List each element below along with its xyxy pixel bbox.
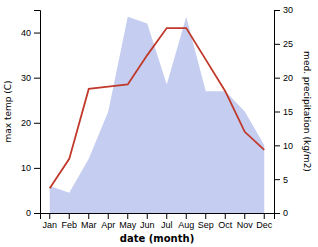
tick-mark <box>34 78 40 79</box>
tick: 10 <box>21 163 40 173</box>
tick: Sep <box>198 213 214 230</box>
tick: Apr <box>101 213 115 230</box>
tick: Feb <box>61 213 77 230</box>
tick: 30 <box>21 73 40 83</box>
tick-mark <box>34 123 40 124</box>
tick-mark <box>166 213 167 219</box>
tick-mark <box>274 10 280 11</box>
tick-label: 10 <box>21 163 31 173</box>
tick-label: 10 <box>283 141 293 151</box>
tick-mark <box>88 213 89 219</box>
x-axis-title: date (month) <box>120 233 194 244</box>
axis-line <box>41 214 275 220</box>
tick-mark <box>274 78 280 79</box>
tick: Oct <box>218 213 233 230</box>
axis-line <box>275 11 281 214</box>
tick: May <box>119 213 137 230</box>
y-axis: 0 10 20 30 40 <box>21 11 41 219</box>
tick-label: 40 <box>21 28 31 38</box>
tick-mark <box>274 44 280 45</box>
tick: Jan <box>42 213 57 230</box>
tick-label: Jul <box>161 220 173 230</box>
tick-mark <box>244 213 245 219</box>
tick-mark <box>108 213 109 219</box>
tick-mark <box>186 213 187 219</box>
tick-label: Aug <box>178 220 194 230</box>
tick-label: Jan <box>42 220 57 230</box>
tick-mark <box>127 213 128 219</box>
tick-mark <box>205 213 206 219</box>
tick-label: 25 <box>283 39 293 49</box>
tick: 40 <box>21 28 40 38</box>
axis-line <box>34 11 41 214</box>
tick-label: 20 <box>283 73 293 83</box>
tick-mark <box>34 213 40 214</box>
tick-mark <box>274 179 280 180</box>
y-axis-title: max temp (C) <box>3 80 13 142</box>
tick-mark <box>274 145 280 146</box>
tick: Dec <box>256 213 273 230</box>
tick-mark <box>264 213 265 219</box>
tick-label: 15 <box>283 107 293 117</box>
tick-label: Dec <box>256 220 273 230</box>
tick: Jul <box>161 213 173 230</box>
tick: Mar <box>81 213 97 230</box>
tick-mark <box>34 33 40 34</box>
tick-mark <box>274 112 280 113</box>
marks <box>50 17 265 213</box>
tick-label: 5 <box>283 175 288 185</box>
tick-mark <box>147 213 148 219</box>
tick-label: Mar <box>81 220 97 230</box>
tick: Nov <box>237 213 254 230</box>
tick: 5 <box>274 175 288 185</box>
tick: Jun <box>140 213 155 230</box>
tick-mark <box>49 213 50 219</box>
tick: Aug <box>178 213 194 230</box>
tick: 0 <box>26 208 40 218</box>
tick-label: Sep <box>198 220 214 230</box>
tick: 20 <box>274 73 293 83</box>
tick-mark <box>34 168 40 169</box>
tick: 0 <box>274 208 288 218</box>
plot: Jan Feb Mar Apr MayJun Jul Aug Sep Oct NovDec 0 10 2… <box>3 5 312 244</box>
tick-label: 0 <box>283 208 288 218</box>
tick-label: 0 <box>26 208 31 218</box>
tick: 15 <box>274 107 293 117</box>
tick-label: Oct <box>218 220 233 230</box>
tick: 20 <box>21 118 40 128</box>
tick-label: Nov <box>237 220 254 230</box>
y2-axis-title: med. precipitation (kg/m2) <box>302 51 312 172</box>
chart: Jan Feb Mar Apr MayJun Jul Aug Sep Oct NovDec 0 10 2… <box>0 0 318 247</box>
tick-mark <box>274 213 280 214</box>
tick-label: 30 <box>283 5 293 15</box>
temp-line <box>50 28 265 188</box>
precip-area <box>50 17 265 213</box>
tick-label: Jun <box>140 220 155 230</box>
tick-label: 20 <box>21 118 31 128</box>
x-axis: Jan Feb Mar Apr MayJun Jul Aug Sep Oct NovDec <box>41 213 275 230</box>
tick-mark <box>69 213 70 219</box>
tick-label: 30 <box>21 73 31 83</box>
tick-mark <box>225 213 226 219</box>
tick-label: Apr <box>101 220 115 230</box>
tick-label: May <box>119 220 137 230</box>
tick-label: Feb <box>61 220 77 230</box>
y2-axis: 0 5 10 15 20 25 30 <box>274 5 293 218</box>
tick: 25 <box>274 39 293 49</box>
tick: 10 <box>274 141 293 151</box>
tick: 30 <box>274 5 293 15</box>
